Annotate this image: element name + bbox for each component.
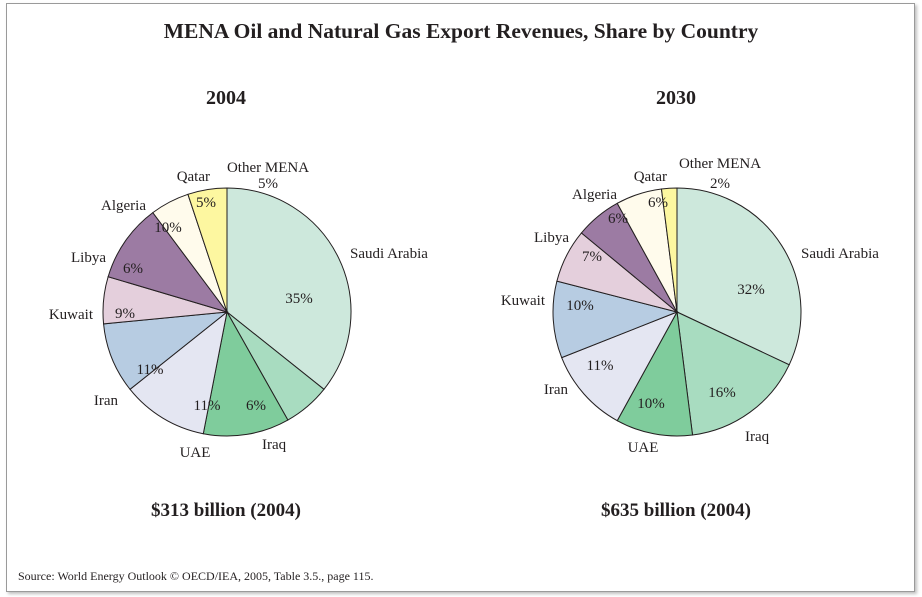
slice-name-label-libya: Libya [534,230,569,246]
slice-iran [129,310,228,435]
pie-2004: 35% Saudi Arabia 6% Iraq 11% UAE 11% Iran 9% Kuwa… [49,160,428,461]
slice-value-label-libya: 7% [582,249,602,265]
slice-name-label-qatar: Qatar [634,169,667,185]
slice-name-label-kuwait: Kuwait [49,307,94,323]
source-note: Source: World Energy Outlook © OECD/IEA,… [18,569,374,583]
slice-other-mena [660,187,678,313]
slice-name-label-iraq: Iraq [262,437,287,453]
slice-value-label-iran: 11% [587,358,614,374]
slice-value-label-iraq: 6% [246,398,266,414]
slice-kuwait [552,280,679,359]
slice-value-label-uae: 11% [194,398,221,414]
slice-name-label-iraq: Iraq [745,429,770,445]
slice-value-label-other-mena: 2% [710,176,730,192]
slice-value-label-libya: 6% [123,261,143,277]
slice-algeria [107,211,229,313]
slice-uae [616,310,694,437]
slice-name-label-saudi-arabia: Saudi Arabia [350,246,428,262]
slice-iraq [676,311,790,436]
pie-2030: 32% Saudi Arabia 16% Iraq 10% UAE 11% Iran 10% Ku… [501,156,879,456]
slice-name-label-algeria: Algeria [572,187,617,203]
slice-uae [202,310,289,437]
slice-value-label-algeria: 6% [608,211,628,227]
slice-name-label-qatar: Qatar [177,169,210,185]
slice-name-label-other-mena: Other MENA [227,160,309,176]
total-2030: $635 billion (2004) [601,500,751,521]
slice-name-label-saudi-arabia: Saudi Arabia [801,246,879,262]
slice-value-label-qatar: 6% [648,195,668,211]
slice-name-label-kuwait: Kuwait [501,293,546,309]
pie-title-2004: 2004 [206,87,246,109]
slice-other-mena [187,187,228,313]
slice-value-label-qatar: 5% [196,195,216,211]
slice-name-label-uae: UAE [180,445,211,461]
slice-value-label-uae: 10% [637,396,665,412]
slice-value-label-iran: 11% [137,362,164,378]
slice-value-label-saudi-arabia: 35% [285,291,313,307]
pie-title-2030: 2030 [656,87,696,109]
slice-name-label-algeria: Algeria [101,198,146,214]
slice-value-label-other-mena: 5% [258,176,278,192]
slice-name-label-iran: Iran [544,382,569,398]
slice-name-label-other-mena: Other MENA [679,156,761,172]
slice-value-label-kuwait: 10% [566,298,594,314]
slice-saudi-arabia [676,187,802,366]
slice-name-label-libya: Libya [71,250,106,266]
slice-iran [561,311,679,422]
slice-value-label-kuwait: 9% [115,306,135,322]
chart-title: MENA Oil and Natural Gas Export Revenues… [163,19,759,43]
slice-value-label-algeria: 10% [154,220,182,236]
slice-name-label-uae: UAE [628,440,659,456]
slice-saudi-arabia [226,187,352,391]
slice-value-label-iraq: 16% [708,385,736,401]
slice-name-label-iran: Iran [94,393,119,409]
total-2004: $313 billion (2004) [151,500,301,521]
slice-value-label-saudi-arabia: 32% [737,282,765,298]
